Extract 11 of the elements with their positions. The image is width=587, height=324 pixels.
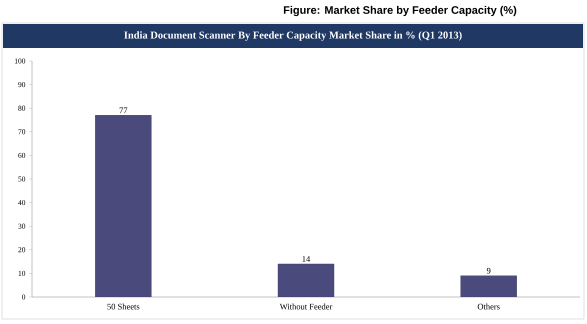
bar xyxy=(460,276,517,297)
data-label: 9 xyxy=(486,268,490,274)
x-tick-label: 50 Sheets xyxy=(107,304,140,310)
bar xyxy=(278,264,334,297)
chart-subtitle: India Document Scanner By Feeder Capacity Market Share in % (Q1 2013) xyxy=(124,31,462,41)
bar xyxy=(95,115,152,297)
x-tick-label: Without Feeder xyxy=(280,304,332,310)
chart-title: Figure: Market Share by Feeder Capacity (%) xyxy=(284,6,516,16)
data-label: 77 xyxy=(120,108,128,114)
x-tick-label: Others xyxy=(478,304,500,310)
data-label: 14 xyxy=(302,256,310,262)
